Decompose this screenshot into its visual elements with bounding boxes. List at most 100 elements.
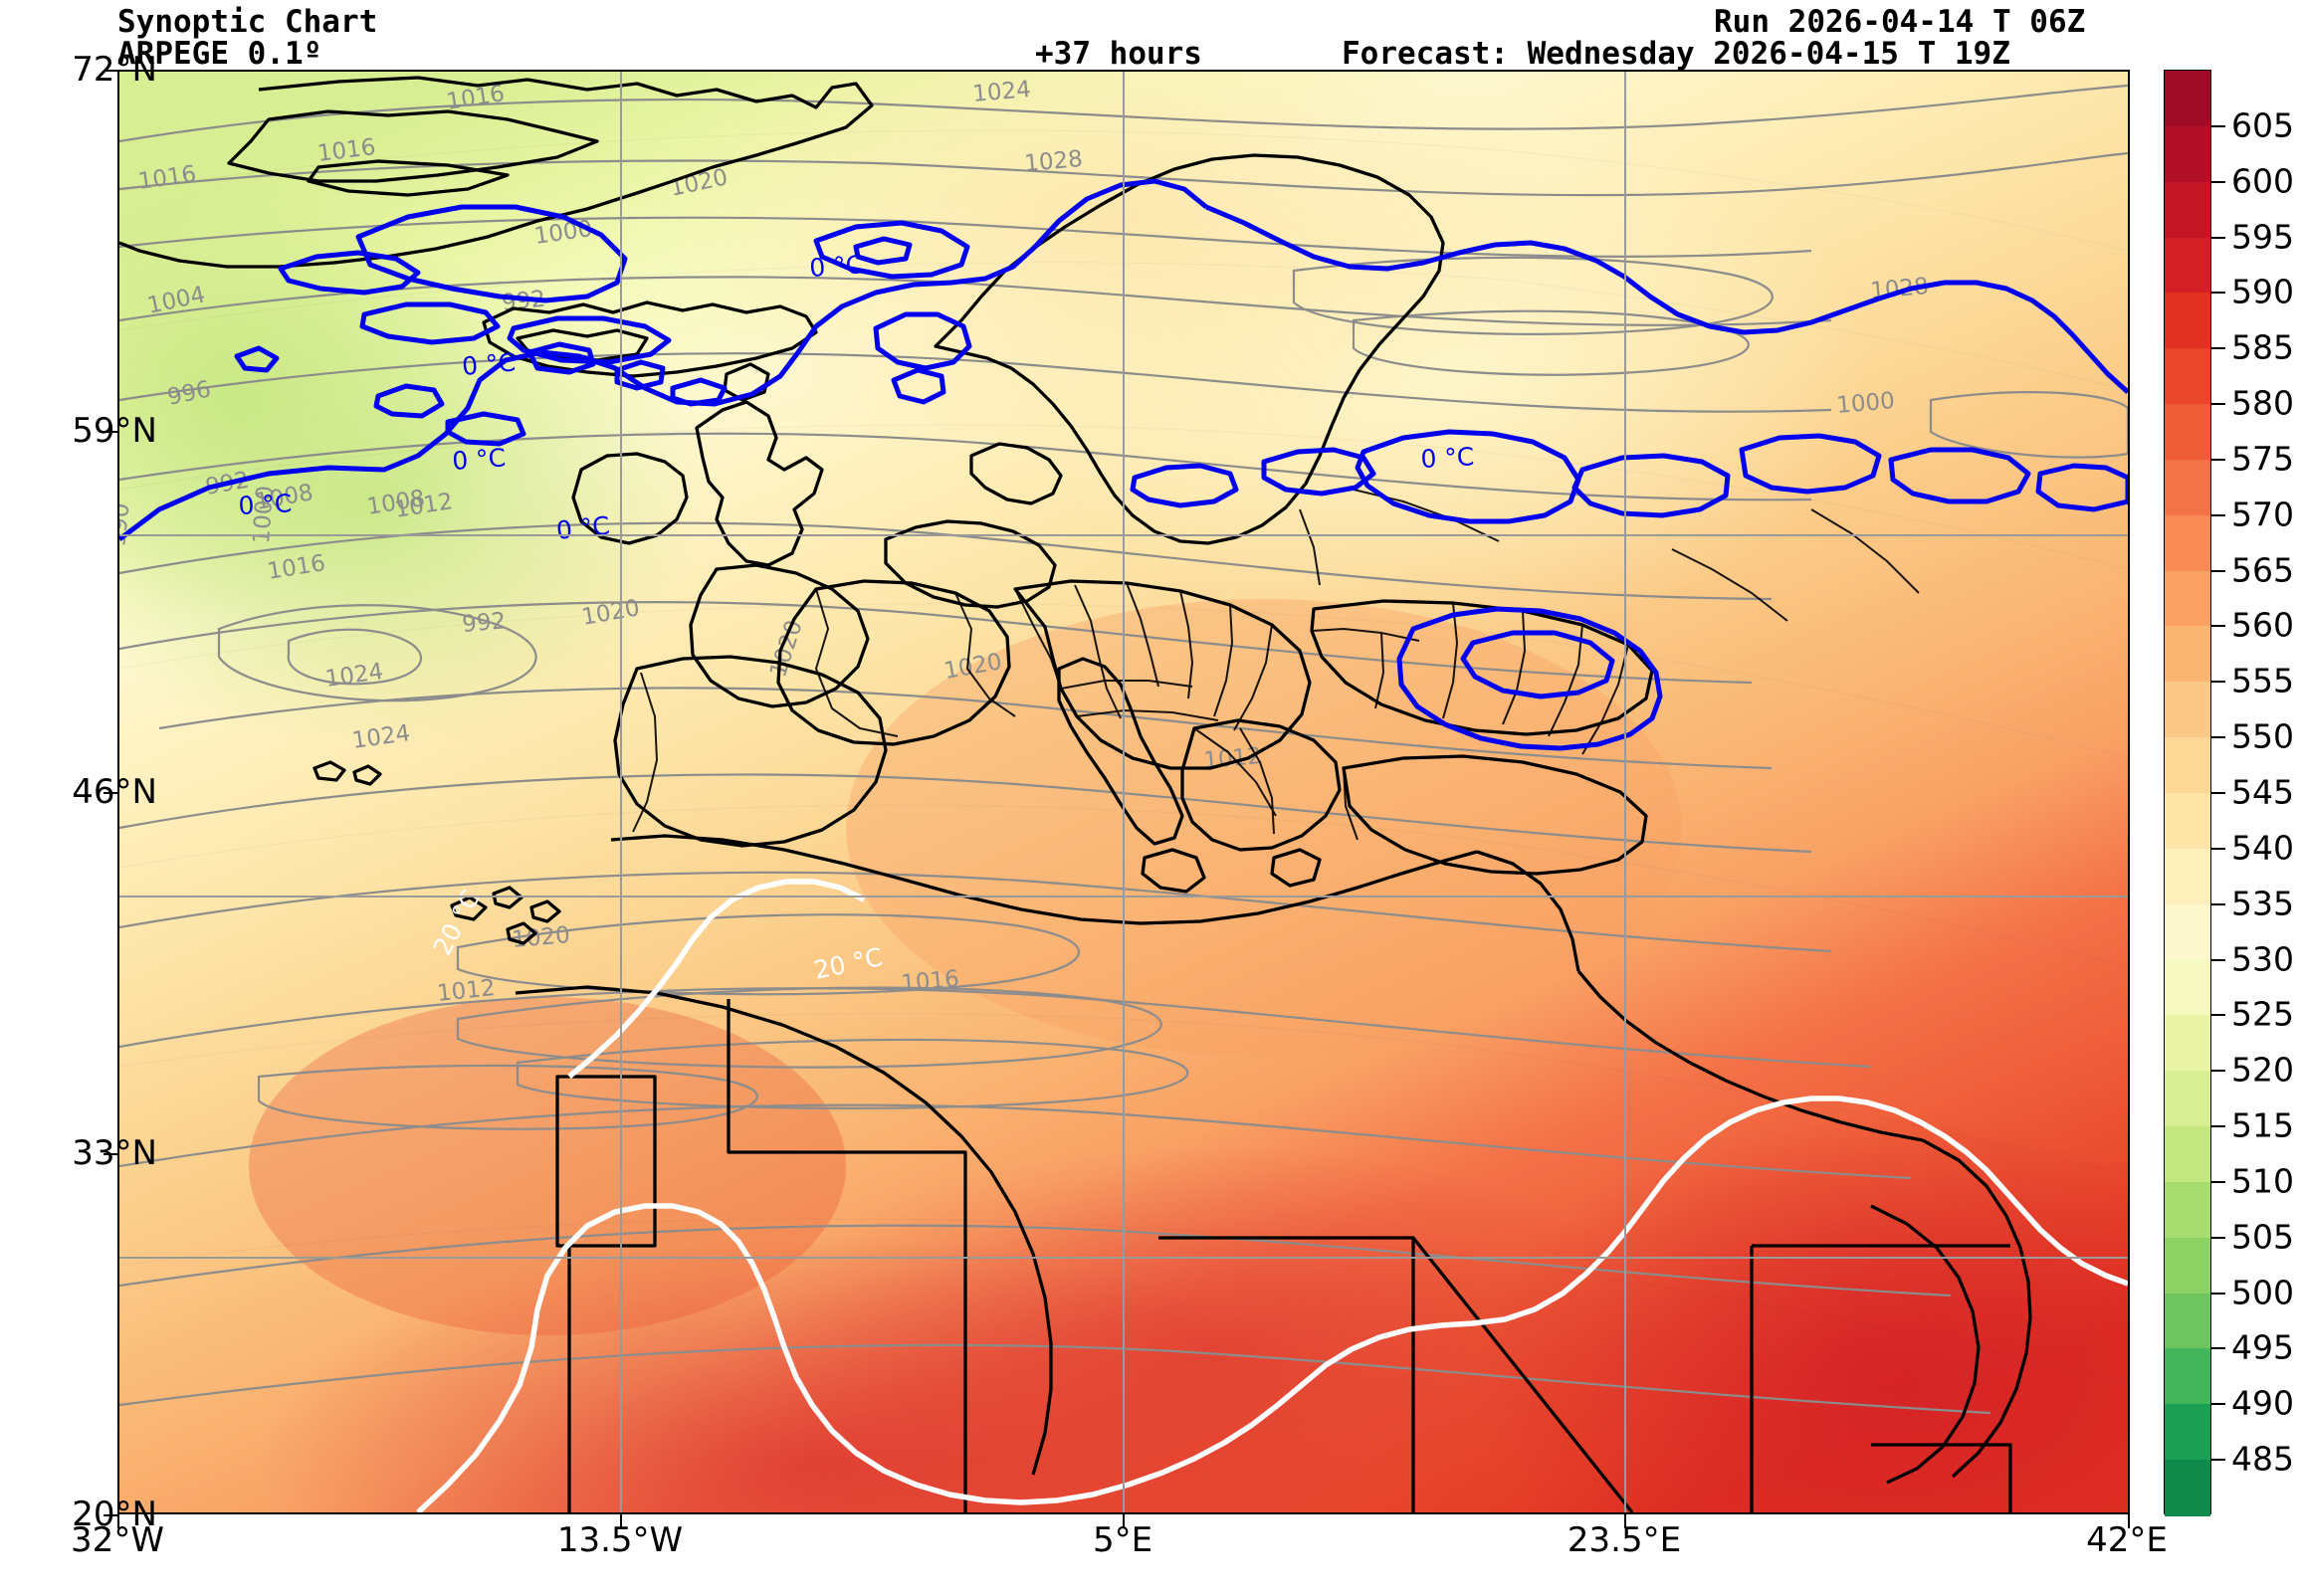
colorbar-tick-label-605: 605 bbox=[2231, 105, 2294, 145]
colorbar-tick-mark bbox=[2211, 569, 2225, 572]
colorbar-band bbox=[2165, 71, 2210, 127]
colorbar-band bbox=[2165, 626, 2210, 683]
colorbar-tick-label-530: 530 bbox=[2231, 939, 2294, 979]
colorbar-band bbox=[2165, 125, 2210, 183]
x-tick-label-42e: 42°E bbox=[2086, 1520, 2168, 1560]
colorbar-tick-label-485: 485 bbox=[2231, 1439, 2294, 1479]
colorbar-tick-mark bbox=[2211, 1125, 2225, 1128]
y-tick-mark bbox=[104, 1153, 119, 1155]
svg-text:0 °C: 0 °C bbox=[451, 443, 507, 476]
colorbar-band bbox=[2165, 1181, 2210, 1239]
colorbar-tick-mark bbox=[2211, 681, 2225, 684]
colorbar-tick-mark bbox=[2211, 292, 2225, 295]
colorbar-tick-mark bbox=[2211, 902, 2225, 905]
colorbar-tick-label-570: 570 bbox=[2231, 495, 2294, 534]
svg-text:1024: 1024 bbox=[971, 77, 1032, 107]
y-tick-mark bbox=[104, 70, 119, 72]
lead-time-label: +37 hours bbox=[1035, 36, 1202, 72]
colorbar-tick-mark bbox=[2211, 958, 2225, 961]
colorbar-band bbox=[2165, 237, 2210, 294]
colorbar-tick-label-560: 560 bbox=[2231, 605, 2294, 645]
svg-text:0 °C: 0 °C bbox=[461, 347, 517, 381]
colorbar-tick-label-545: 545 bbox=[2231, 772, 2294, 812]
colorbar-tick-label-590: 590 bbox=[2231, 272, 2294, 311]
colorbar-band bbox=[2165, 570, 2210, 628]
colorbar-tick-mark bbox=[2211, 1014, 2225, 1017]
colorbar-tick-mark bbox=[2211, 1347, 2225, 1350]
colorbar-tick-label-555: 555 bbox=[2231, 661, 2294, 700]
x-tick-mark bbox=[2128, 1514, 2130, 1528]
colorbar-tick-label-520: 520 bbox=[2231, 1050, 2294, 1090]
colorbar-tick-mark bbox=[2211, 625, 2225, 628]
colorbar-band bbox=[2165, 1126, 2210, 1183]
colorbar-tick-label-535: 535 bbox=[2231, 884, 2294, 923]
colorbar-tick-mark bbox=[2211, 458, 2225, 461]
colorbar-band bbox=[2165, 1071, 2210, 1127]
map-plot-area: 1016 1016 1016 1004 996 992 992 1020 100… bbox=[117, 70, 2130, 1514]
chart-header: Synoptic Chart ARPEGE 0.1º +37 hours Run… bbox=[0, 0, 2302, 72]
colorbar-tick-mark bbox=[2211, 1236, 2225, 1239]
y-tick-mark bbox=[104, 431, 119, 433]
colorbar-tick-label-515: 515 bbox=[2231, 1105, 2294, 1145]
svg-text:1012: 1012 bbox=[436, 975, 497, 1007]
colorbar-tick-mark bbox=[2211, 792, 2225, 794]
y-tick-mark bbox=[104, 792, 119, 794]
colorbar-tick-label-495: 495 bbox=[2231, 1327, 2294, 1367]
colorbar-band bbox=[2165, 848, 2210, 905]
colorbar-tick-label-525: 525 bbox=[2231, 994, 2294, 1034]
x-tick-mark bbox=[620, 1514, 622, 1528]
isobar-contours bbox=[119, 84, 2128, 1415]
colorbar-tick-label-510: 510 bbox=[2231, 1161, 2294, 1201]
colorbar-tick-mark bbox=[2211, 403, 2225, 406]
svg-text:0 °C: 0 °C bbox=[238, 489, 293, 520]
colorbar-tick-label-500: 500 bbox=[2231, 1273, 2294, 1312]
colorbar-tick-mark bbox=[2211, 847, 2225, 850]
colorbar-tick-mark bbox=[2211, 1070, 2225, 1073]
colorbar-tick-mark bbox=[2211, 513, 2225, 516]
colorbar-tick-label-490: 490 bbox=[2231, 1383, 2294, 1423]
svg-text:0 °C: 0 °C bbox=[1420, 442, 1475, 474]
national-borders-layer bbox=[632, 489, 1920, 841]
svg-text:0 °C: 0 °C bbox=[808, 250, 864, 283]
x-tick-mark bbox=[1123, 1514, 1125, 1528]
colorbar-band bbox=[2165, 293, 2210, 349]
colorbar-tick-label-600: 600 bbox=[2231, 161, 2294, 201]
colorbar: 605 600 595 590 585 580 575 570 565 560 555 550 545 5… bbox=[2164, 70, 2302, 1516]
colorbar-band bbox=[2165, 959, 2210, 1016]
y-tick-label-59n: 59°N bbox=[72, 411, 157, 451]
colorbar-tick-label-580: 580 bbox=[2231, 383, 2294, 423]
x-tick-mark bbox=[1624, 1514, 1626, 1528]
colorbar-tick-mark bbox=[2211, 1459, 2225, 1462]
x-tick-mark bbox=[117, 1514, 119, 1528]
colorbar-band bbox=[2165, 903, 2210, 961]
colorbar-tick-mark bbox=[2211, 736, 2225, 739]
svg-text:1028: 1028 bbox=[1023, 146, 1084, 177]
colorbar-tick-label-565: 565 bbox=[2231, 550, 2294, 590]
colorbar-band bbox=[2165, 1460, 2210, 1516]
page-title: Synoptic Chart bbox=[117, 4, 378, 40]
colorbar-band bbox=[2165, 404, 2210, 461]
svg-text:992: 992 bbox=[461, 608, 507, 638]
map-layers: 1016 1016 1016 1004 996 992 992 1020 100… bbox=[119, 72, 2128, 1512]
run-timestamp-label: Run 2026-04-14 T 06Z bbox=[1714, 4, 2086, 40]
colorbar-tick-label-550: 550 bbox=[2231, 716, 2294, 756]
isotherm-0c-layer bbox=[119, 178, 2128, 751]
y-tick-label-33n: 33°N bbox=[72, 1133, 157, 1173]
colorbar-tick-mark bbox=[2211, 1180, 2225, 1183]
colorbar-tick-label-595: 595 bbox=[2231, 217, 2294, 257]
colorbar-band bbox=[2165, 737, 2210, 794]
colorbar-band bbox=[2165, 1237, 2210, 1295]
colorbar-gradient bbox=[2164, 70, 2211, 1516]
colorbar-band bbox=[2165, 459, 2210, 516]
colorbar-band bbox=[2165, 682, 2210, 738]
colorbar-band bbox=[2165, 1404, 2210, 1461]
graticule-layer bbox=[119, 72, 2128, 1512]
colorbar-band bbox=[2165, 1015, 2210, 1072]
colorbar-tick-mark bbox=[2211, 347, 2225, 350]
colorbar-tick-mark bbox=[2211, 124, 2225, 127]
svg-text:1016: 1016 bbox=[900, 966, 960, 997]
svg-text:0 °C: 0 °C bbox=[555, 511, 612, 545]
colorbar-tick-mark bbox=[2211, 1292, 2225, 1295]
colorbar-tick-mark bbox=[2211, 236, 2225, 239]
colorbar-tick-mark bbox=[2211, 1403, 2225, 1406]
